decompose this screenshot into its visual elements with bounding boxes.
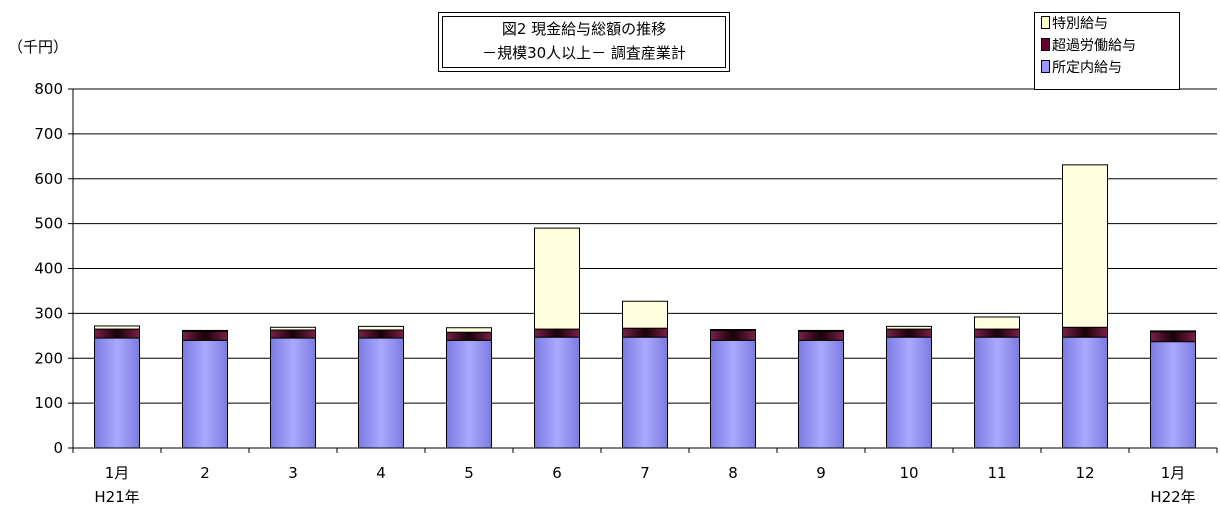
bar-scheduled [534,336,580,449]
bar-scheduled [1150,341,1196,449]
legend-item-overtime: 超過労働給与 [1035,35,1179,57]
x-tick-label: 7 [640,464,650,482]
bars [94,164,1196,449]
x-tick-label: 1月 [1161,464,1186,482]
bar-special [974,316,1020,330]
x-tick-label: 1月 [105,464,130,482]
y-tick-label: 300 [34,304,63,322]
bar-scheduled [94,337,140,449]
x-tick-label: 12 [1075,464,1094,482]
y-tick-label: 700 [34,125,63,143]
bar-special [710,329,756,331]
bar-special [534,227,580,330]
x-tick-label: 10 [899,464,918,482]
bar-overtime [446,331,492,341]
bar-special [270,326,316,331]
y-tick-labels: 0 100 200 300 400 500 600 700 800 [34,80,63,457]
x-tick-label: 5 [464,464,474,482]
bar-scheduled [446,339,492,449]
y-tick-label: 500 [34,215,63,233]
x-tick-label: 2 [200,464,210,482]
bar-special [622,300,668,329]
x-tick-label: 8 [728,464,738,482]
bar-overtime [1062,326,1108,338]
x-tick-label: 9 [816,464,826,482]
unit-label: （千円） [8,38,69,56]
y-tick-label: 800 [34,80,63,98]
x-tick-label: 6 [552,464,562,482]
legend-label-scheduled: 所定内給与 [1052,60,1122,76]
legend-label-special: 特別給与 [1052,16,1108,32]
x-tick-labels: 1月 H21年 2 3 4 5 6 7 8 9 10 11 12 1月 H22年 [94,464,1195,506]
axes [72,89,1218,453]
bar-overtime [974,328,1020,338]
bar-overtime [886,328,932,338]
bar-special [886,325,932,330]
x-tick-sublabel: H22年 [1150,488,1195,506]
legend-item-scheduled: 所定内給与 [1035,57,1179,79]
legend-item-special: 特別給与 [1035,13,1179,35]
bar-scheduled [182,339,228,449]
y-tick-label: 400 [34,260,63,278]
bar-special [798,329,844,332]
bar-overtime [94,328,140,339]
bar-overtime [534,328,580,338]
bar-scheduled [798,339,844,449]
bar-special [182,329,228,332]
chart-title: 図2 現金給与総額の推移 －規模30人以上－ 調査産業計 [442,16,726,68]
y-tick-label: 0 [53,439,63,457]
bar-scheduled [270,337,316,449]
legend-swatch-scheduled [1041,60,1050,73]
x-tick-sublabel: H21年 [94,488,139,506]
y-tick-label: 600 [34,170,63,188]
y-tick-label: 100 [34,394,63,412]
bar-scheduled [622,336,668,449]
legend-swatch-overtime [1041,38,1050,51]
x-tick-label: 3 [288,464,298,482]
bar-special [1062,164,1108,328]
bar-special [1150,330,1196,333]
bar-scheduled [710,339,756,449]
bar-overtime [710,329,756,341]
legend: 特別給与 超過労働給与 所定内給与 [1034,12,1180,90]
legend-label-overtime: 超過労働給与 [1052,38,1136,54]
bar-special [94,325,140,330]
bar-scheduled [886,336,932,449]
chart-title-box: 図2 現金給与総額の推移 －規模30人以上－ 調査産業計 [438,12,730,72]
x-tick-label: 4 [376,464,386,482]
bar-special [358,325,404,331]
bar-scheduled [358,337,404,449]
chart-title-line-2: －規模30人以上－ 調査産業計 [482,44,686,62]
bar-overtime [622,327,668,338]
bar-overtime [1150,331,1196,343]
bar-overtime [798,330,844,341]
bar-special [446,327,492,333]
bar-scheduled [974,336,1020,449]
bar-scheduled [1062,336,1108,449]
bar-overtime [358,329,404,339]
chart-title-line-1: 図2 現金給与総額の推移 [501,20,667,38]
x-tick-label: 11 [987,464,1006,482]
legend-swatch-special [1041,16,1050,29]
bar-overtime [270,329,316,339]
y-tick-label: 200 [34,349,63,367]
bar-overtime [182,330,228,341]
